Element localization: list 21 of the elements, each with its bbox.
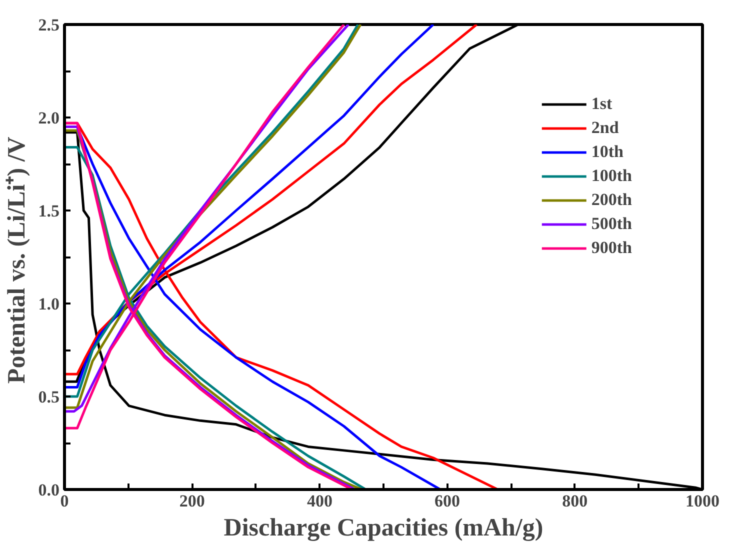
legend-label: 900th <box>591 238 632 258</box>
x-tick-label: 0 <box>60 492 69 510</box>
y-tick-label: 0.5 <box>38 388 60 406</box>
x-tick-label: 600 <box>434 492 460 510</box>
y-tick-label: 2.0 <box>38 108 60 128</box>
y-axis-title: Potential vs. (Li/Li⁺) /V <box>3 136 30 384</box>
legend-label: 1st <box>591 94 612 114</box>
legend-label: 500th <box>591 214 632 234</box>
legend-label: 200th <box>591 190 632 210</box>
x-tick-label: 200 <box>179 492 205 510</box>
legend-label: 100th <box>591 166 632 186</box>
legend-label: 2nd <box>591 118 619 138</box>
y-tick-label: 1.5 <box>38 202 60 220</box>
legend-label: 10th <box>591 142 624 162</box>
y-tick-label: 1.0 <box>38 294 60 314</box>
y-tick-label: 2.5 <box>38 16 60 34</box>
x-tick-label: 1000 <box>686 492 720 510</box>
y-tick-label: 0.0 <box>38 480 60 500</box>
x-tick-label: 800 <box>562 492 588 510</box>
x-axis-title: Discharge Capacities (mAh/g) <box>224 514 544 542</box>
x-tick-label: 400 <box>306 492 332 510</box>
